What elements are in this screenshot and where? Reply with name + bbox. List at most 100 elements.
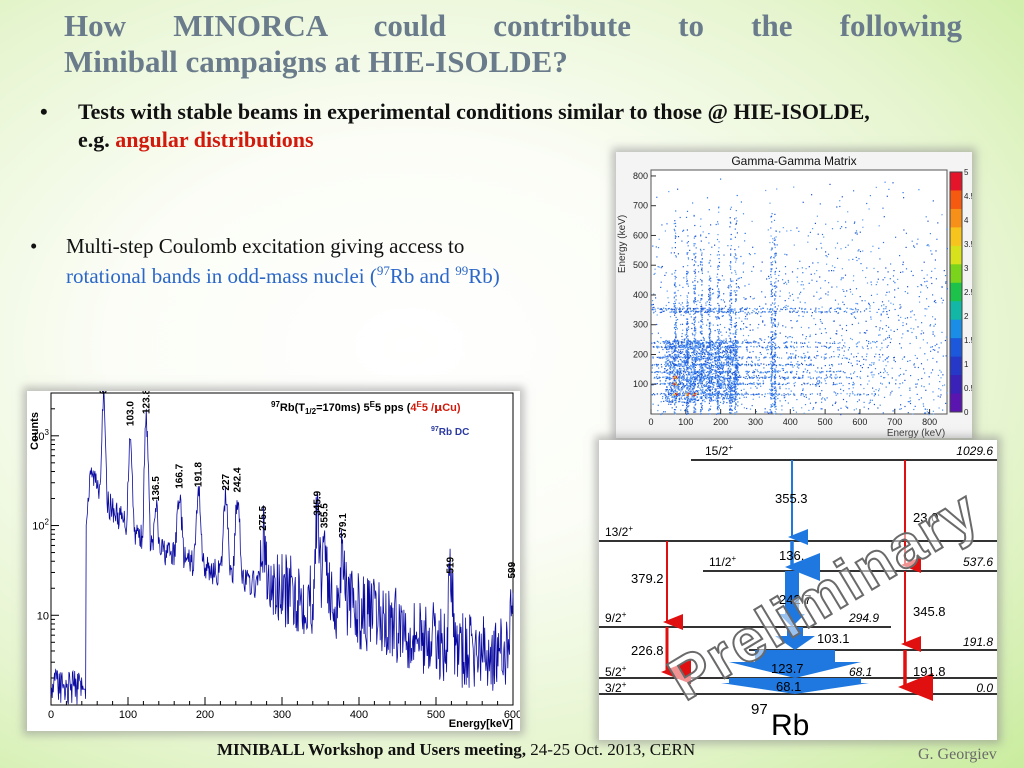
matrix-count bbox=[906, 330, 908, 332]
matrix-count bbox=[687, 361, 689, 363]
matrix-count bbox=[714, 348, 716, 350]
matrix-count bbox=[838, 363, 840, 365]
matrix-count bbox=[706, 398, 708, 400]
matrix-count bbox=[745, 326, 747, 328]
matrix-count bbox=[732, 383, 734, 385]
matrix-count bbox=[846, 377, 848, 379]
matrix-count bbox=[819, 276, 821, 278]
matrix-count bbox=[686, 349, 688, 351]
matrix-count bbox=[663, 341, 665, 343]
matrix-count bbox=[729, 349, 731, 351]
matrix-count bbox=[709, 413, 711, 415]
matrix-count bbox=[658, 357, 660, 359]
matrix-count bbox=[675, 399, 677, 401]
matrix-count bbox=[691, 395, 693, 397]
matrix-count bbox=[703, 363, 705, 365]
matrix-count bbox=[673, 365, 675, 368]
matrix-count bbox=[706, 385, 708, 387]
matrix-count bbox=[895, 379, 897, 381]
matrix-count bbox=[777, 383, 779, 385]
matrix-count bbox=[708, 354, 710, 357]
matrix-count bbox=[870, 347, 872, 349]
matrix-count bbox=[732, 386, 734, 388]
matrix-count bbox=[702, 350, 704, 352]
matrix-count bbox=[924, 281, 926, 283]
matrix-count bbox=[709, 359, 712, 361]
matrix-count bbox=[736, 368, 738, 371]
matrix-count bbox=[724, 351, 726, 353]
matrix-count bbox=[933, 399, 935, 401]
matrix-count bbox=[714, 354, 716, 356]
matrix-count bbox=[794, 394, 796, 396]
matrix-count bbox=[679, 371, 681, 373]
matrix-count bbox=[803, 371, 805, 373]
matrix-count bbox=[894, 296, 896, 298]
matrix-count bbox=[829, 337, 832, 339]
matrix-count bbox=[839, 370, 841, 373]
matrix-count bbox=[675, 356, 677, 358]
matrix-count bbox=[723, 394, 725, 396]
matrix-count bbox=[845, 246, 847, 248]
matrix-count bbox=[907, 412, 909, 414]
matrix-count bbox=[674, 374, 676, 376]
matrix-count bbox=[692, 383, 694, 385]
matrix-count bbox=[722, 391, 725, 393]
matrix-count bbox=[729, 300, 731, 302]
matrix-count bbox=[861, 367, 863, 369]
matrix-count bbox=[877, 278, 879, 280]
matrix-count bbox=[701, 348, 703, 350]
matrix-count bbox=[735, 391, 737, 393]
matrix-count bbox=[730, 387, 732, 389]
matrix-count bbox=[719, 358, 721, 360]
matrix-count bbox=[715, 388, 717, 390]
matrix-count bbox=[705, 349, 707, 351]
matrix-count bbox=[792, 345, 794, 347]
matrix-count bbox=[932, 391, 934, 393]
mass-sup-99: 99 bbox=[455, 263, 469, 278]
matrix-count bbox=[853, 383, 855, 385]
matrix-count bbox=[699, 331, 702, 333]
matrix-count bbox=[702, 389, 704, 391]
matrix-count bbox=[717, 353, 719, 355]
matrix-count bbox=[820, 321, 822, 323]
matrix-count bbox=[651, 367, 653, 369]
matrix-count bbox=[735, 365, 737, 367]
matrix-count bbox=[876, 293, 878, 295]
matrix-count bbox=[692, 371, 694, 373]
matrix-count bbox=[703, 370, 705, 372]
matrix-count bbox=[676, 372, 678, 374]
matrix-count bbox=[942, 374, 944, 376]
matrix-count bbox=[666, 398, 668, 401]
matrix-count bbox=[679, 363, 681, 365]
matrix-count bbox=[675, 324, 677, 327]
matrix-count bbox=[946, 228, 948, 230]
matrix-count bbox=[768, 277, 770, 279]
matrix-count bbox=[736, 370, 738, 372]
matrix-count bbox=[873, 341, 875, 343]
matrix-count bbox=[700, 240, 702, 242]
matrix-count bbox=[805, 394, 807, 396]
matrix-count bbox=[700, 409, 702, 411]
matrix-count bbox=[671, 400, 673, 402]
matrix-count bbox=[824, 311, 826, 313]
matrix-count bbox=[710, 367, 712, 370]
matrix-count bbox=[684, 344, 686, 346]
matrix-count bbox=[715, 390, 717, 392]
matrix-count bbox=[931, 282, 933, 285]
matrix-count bbox=[734, 365, 736, 367]
matrix-count bbox=[687, 338, 689, 340]
matrix-count bbox=[710, 396, 712, 398]
matrix-count bbox=[693, 406, 695, 408]
matrix-count bbox=[670, 387, 672, 389]
matrix-count bbox=[688, 367, 690, 369]
matrix-count bbox=[875, 389, 877, 391]
matrix-count bbox=[667, 345, 669, 347]
matrix-count bbox=[859, 231, 861, 233]
matrix-count bbox=[833, 356, 835, 358]
matrix-count bbox=[679, 400, 681, 402]
matrix-count bbox=[705, 363, 708, 365]
matrix-count bbox=[696, 354, 698, 356]
matrix-count bbox=[687, 386, 689, 388]
matrix-count bbox=[714, 349, 716, 351]
matrix-count bbox=[735, 373, 737, 375]
